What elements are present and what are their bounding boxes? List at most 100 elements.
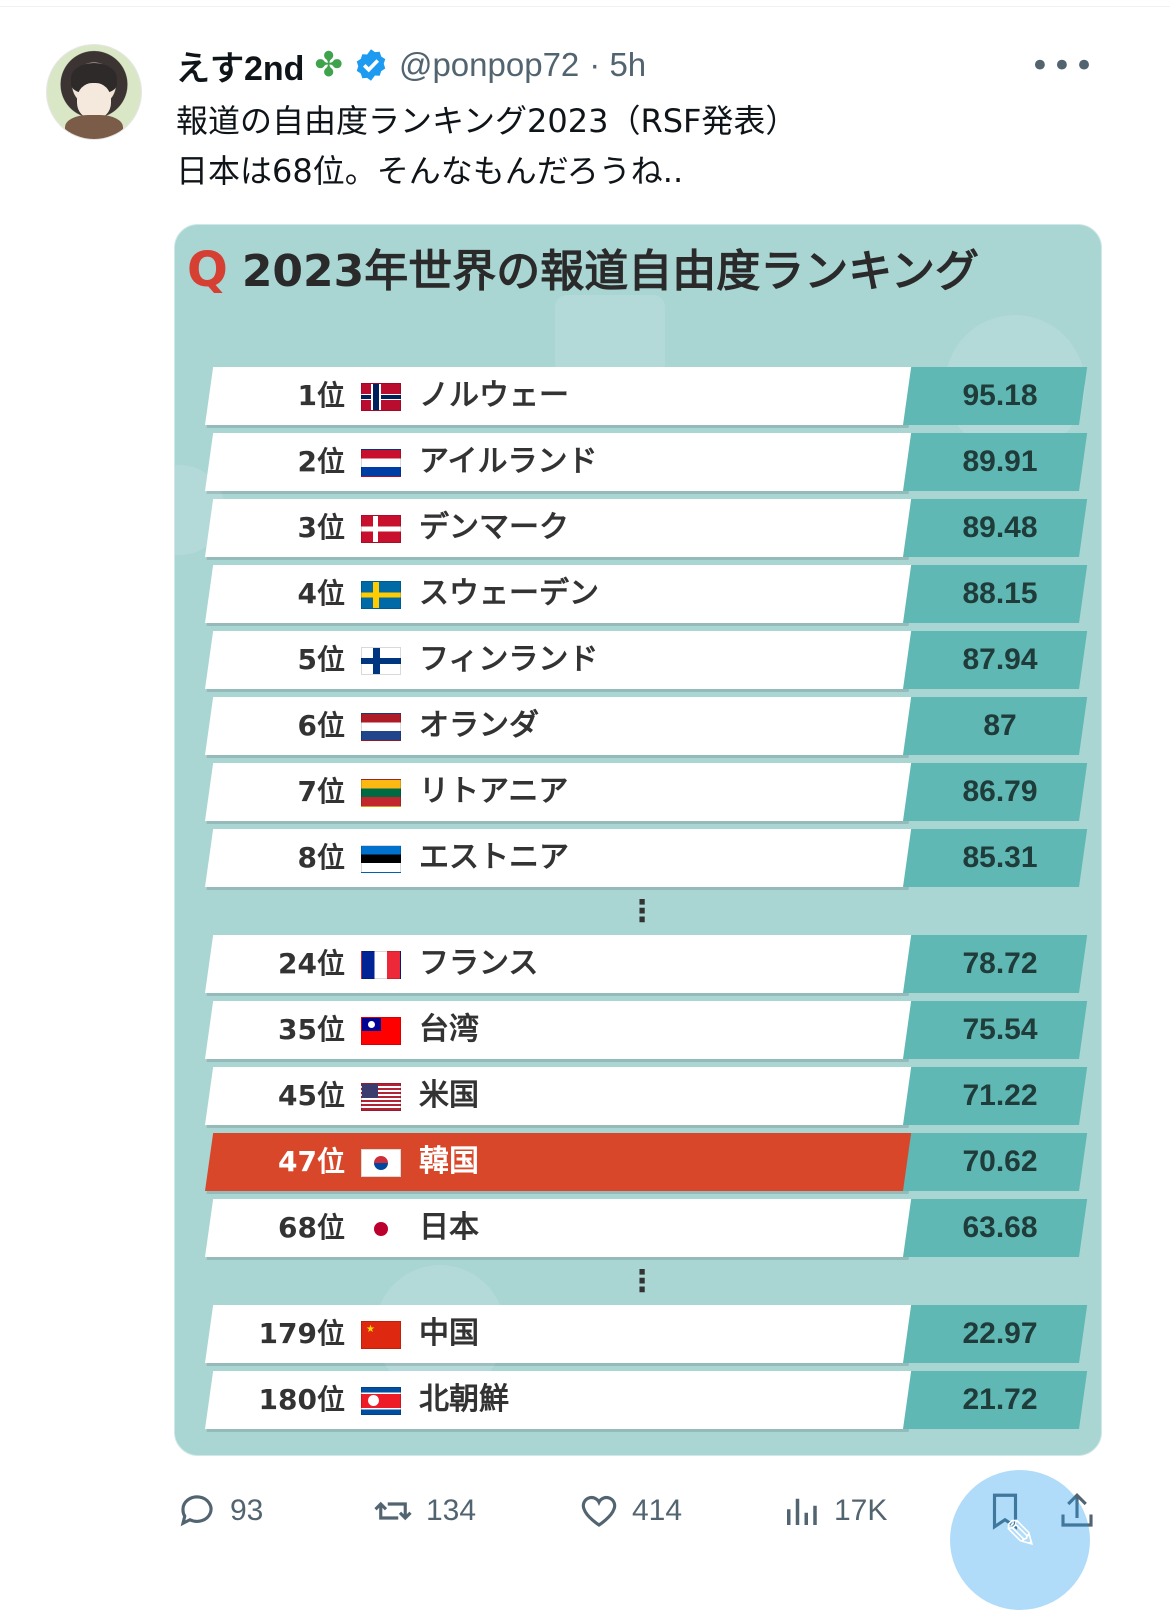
taiwan-flag-icon — [361, 1017, 401, 1045]
flag-icon — [361, 449, 401, 477]
rank-label: 35位 — [278, 1013, 345, 1046]
ranking-row: 8位 エストニア 85.31 — [205, 829, 1088, 887]
score-value: 70.62 — [962, 1145, 1038, 1178]
score-value: 88.15 — [962, 577, 1038, 610]
like-count: 414 — [632, 1494, 683, 1527]
puzzle-icon: ✤ — [314, 45, 343, 85]
country-name: 台湾 — [419, 1012, 479, 1047]
ranking-row: 4位 スウェーデン 88.15 — [205, 565, 1088, 623]
country-name: リトアニア — [419, 774, 569, 809]
reply-button[interactable]: 93 — [176, 1490, 263, 1532]
rank-label: 3位 — [297, 511, 345, 544]
post-header: えす2nd ✤ @ponpop72 · 5h — [176, 40, 646, 90]
usa-flag-icon — [361, 1083, 401, 1111]
lithuania-flag-icon — [361, 779, 401, 807]
rank-label: 45位 — [278, 1079, 345, 1112]
rank-label: 1位 — [297, 379, 345, 412]
country-name: エストニア — [419, 840, 569, 875]
card-title: Q 2023年世界の報道自由度ランキング — [187, 235, 979, 299]
ranking-row: 180位 北朝鮮 21.72 — [205, 1371, 1088, 1429]
score-value: 87 — [983, 709, 1017, 742]
norway-flag-icon — [361, 383, 401, 411]
ranking-row: 3位 デンマーク 89.48 — [205, 499, 1088, 557]
share-icon — [1061, 1493, 1093, 1527]
sweden-flag-icon — [361, 581, 401, 609]
display-name[interactable]: えす2nd — [176, 49, 305, 88]
country-name: 韓国 — [419, 1144, 479, 1179]
rank-label: 179位 — [258, 1317, 345, 1350]
ranking-row: 5位 フィンランド 87.94 — [205, 631, 1088, 689]
views-button[interactable]: 17K — [780, 1490, 887, 1532]
share-button[interactable] — [1056, 1490, 1098, 1532]
score-value: 85.31 — [962, 841, 1038, 874]
rank-label: 68位 — [278, 1211, 345, 1244]
card-title-text: 2023年世界の報道自由度ランキング — [241, 246, 979, 297]
views-chart-icon — [787, 1498, 817, 1525]
more-options-icon[interactable]: ••• — [1029, 46, 1096, 86]
user-handle[interactable]: @ponpop72 — [398, 46, 580, 83]
post-text-line-2: 日本は68位。そんなもんだろうね.. — [176, 152, 684, 190]
country-name: スウェーデン — [419, 576, 599, 611]
bookmark-icon — [992, 1493, 1018, 1530]
france-flag-icon — [361, 951, 401, 979]
ranking-row: 24位 フランス 78.72 — [205, 935, 1088, 993]
score-value: 63.68 — [962, 1211, 1038, 1244]
ranking-row: 179位 ★ 中国 22.97 — [205, 1305, 1088, 1363]
ranking-row: 2位 アイルランド 89.91 — [205, 433, 1088, 491]
rank-label: 7位 — [297, 775, 345, 808]
score-value: 89.91 — [962, 445, 1038, 478]
rank-label: 6位 — [297, 709, 345, 742]
bookmark-button[interactable] — [984, 1490, 1026, 1532]
compose-feather-icon[interactable]: ✎ — [1004, 1512, 1038, 1558]
rank-label: 5位 — [297, 643, 345, 676]
ranking-row: 7位 リトアニア 86.79 — [205, 763, 1088, 821]
reply-count: 93 — [230, 1494, 264, 1527]
rank-label: 8位 — [297, 841, 345, 874]
score-value: 71.22 — [962, 1079, 1038, 1112]
country-name: 米国 — [419, 1078, 479, 1113]
country-name: デンマーク — [419, 510, 569, 545]
verified-badge-icon — [356, 49, 386, 81]
rank-label: 2位 — [297, 445, 345, 478]
country-name: 日本 — [419, 1210, 479, 1245]
top-divider — [0, 6, 1170, 7]
country-name: フランス — [419, 946, 539, 981]
country-name: アイルランド — [419, 444, 598, 479]
score-value: 95.18 — [962, 379, 1038, 412]
ellipsis-separator: ⋮ — [627, 1264, 657, 1299]
post-text: 報道の自由度ランキング2023（RSF発表） 日本は68位。そんなもんだろうね.… — [176, 96, 797, 196]
ellipsis-separator: ⋮ — [627, 894, 657, 929]
ranking-row: 35位 台湾 75.54 — [205, 1001, 1088, 1059]
compose-post-fab[interactable] — [950, 1470, 1090, 1610]
country-name: 中国 — [419, 1316, 479, 1351]
heart-icon — [581, 1495, 617, 1527]
score-value: 22.97 — [962, 1317, 1038, 1350]
like-button[interactable]: 414 — [578, 1490, 682, 1532]
repost-icon — [374, 1501, 412, 1521]
rank-label: 47位 — [278, 1145, 345, 1178]
north-korea-flag-icon — [361, 1387, 401, 1415]
ranking-row: 6位 オランダ 87 — [205, 697, 1088, 755]
ranking-row: 1位 ノルウェー 95.18 — [205, 367, 1088, 425]
reply-icon — [180, 1495, 213, 1527]
avatar[interactable] — [46, 44, 142, 140]
score-value: 87.94 — [962, 643, 1038, 676]
finland-flag-icon — [361, 647, 401, 675]
denmark-flag-icon — [361, 515, 401, 543]
ranking-row-highlighted: 47位 韓国 70.62 — [205, 1133, 1088, 1191]
ranking-row: 45位 米国 71.22 — [205, 1067, 1088, 1125]
repost-button[interactable]: 134 — [372, 1490, 476, 1532]
rank-label: 4位 — [297, 577, 345, 610]
netherlands-flag-icon — [361, 713, 401, 741]
post-text-line-1: 報道の自由度ランキング2023（RSF発表） — [176, 102, 798, 140]
japan-flag-icon — [361, 1215, 401, 1243]
rank-label: 24位 — [278, 947, 345, 980]
score-value: 86.79 — [962, 775, 1038, 808]
korea-flag-icon — [361, 1149, 401, 1177]
post-time[interactable]: · 5h — [589, 46, 647, 83]
country-name: フィンランド — [419, 642, 599, 677]
post-actions: 93 134 414 17K — [0, 1490, 1170, 1550]
repost-count: 134 — [426, 1494, 477, 1527]
media-image-ranking-card[interactable]: Q 2023年世界の報道自由度ランキング 1位 ノルウェー 95.18 2位 アイ… — [174, 224, 1102, 1456]
ranking-row: 68位 日本 63.68 — [205, 1199, 1088, 1257]
